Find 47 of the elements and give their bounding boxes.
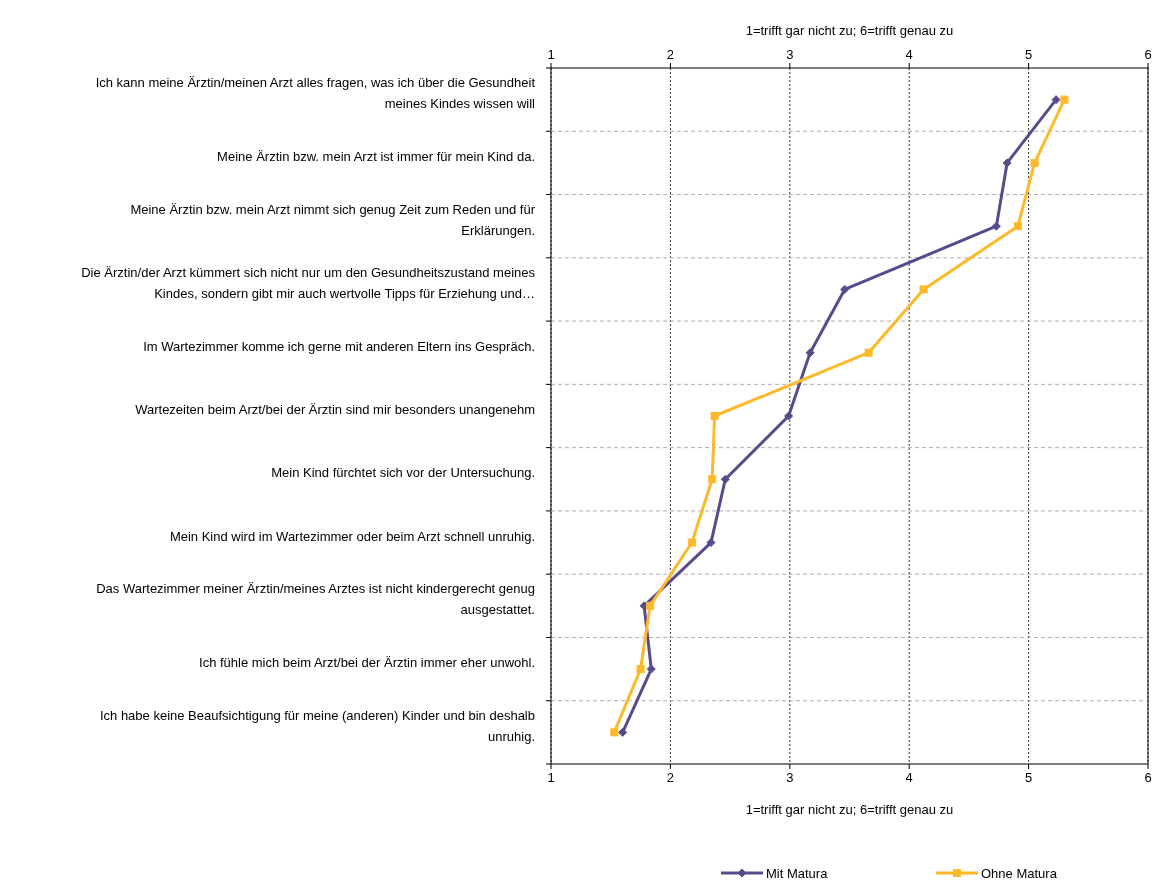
x2-tick-label: 2 bbox=[666, 770, 675, 785]
x2-tick-label: 6 bbox=[1144, 770, 1152, 785]
point bbox=[687, 538, 696, 547]
y-tick-label: Wartezeiten beim Arzt/bei der Ärztin sind mir besonders unangenehm bbox=[135, 402, 535, 417]
point bbox=[919, 285, 928, 294]
legend-label: Ohne Matura bbox=[981, 866, 1058, 881]
point bbox=[708, 475, 717, 484]
y-tick-label: Mein Kind wird im Wartezimmer oder beim Arzt schnell unruhig. bbox=[169, 528, 535, 544]
legend-label: Mit Matura bbox=[766, 866, 829, 881]
point bbox=[646, 664, 656, 674]
point bbox=[1051, 95, 1061, 105]
x-tick-label: 6 bbox=[1144, 47, 1152, 62]
point bbox=[706, 538, 716, 548]
point bbox=[1013, 222, 1022, 231]
point bbox=[646, 601, 655, 610]
x-axis-title: 1=trifft gar nicht zu; 6=trifft genau zu bbox=[745, 802, 954, 817]
y-tick-label: Ich kann meine Ärztin/meinen Arzt alles fragen, was ich über die Gesundheit meines Kindes wissen will bbox=[95, 75, 536, 112]
point bbox=[864, 348, 873, 357]
x-tick-label: 3 bbox=[786, 47, 794, 62]
point bbox=[840, 284, 850, 294]
y-tick-label: Meine Ärztin bzw. mein Arzt ist immer für mein Kind da. bbox=[217, 148, 535, 164]
x-tick-label: 1 bbox=[547, 47, 555, 62]
point bbox=[805, 348, 815, 358]
point bbox=[618, 727, 628, 737]
point bbox=[991, 221, 1001, 231]
x-tick-label: 2 bbox=[666, 47, 675, 62]
point bbox=[784, 411, 794, 421]
x2-tick-label: 5 bbox=[1024, 770, 1033, 785]
x2-axis-title: 1=trifft gar nicht zu; 6=trifft genau zu bbox=[745, 23, 954, 38]
point bbox=[1030, 158, 1039, 167]
point bbox=[1060, 95, 1069, 104]
y-tick-label: Ich habe keine Beaufsichtigung für meine (anderen) Kinder und bin deshalb unruhig. bbox=[99, 707, 535, 744]
y-tick-label: Die Ärztin/der Arzt kümmert sich nicht nur um den Gesundheitszustand meines Kindes, sondern gibt mir auch wertvolle Tipps für Erziehung und… bbox=[81, 264, 536, 301]
x-tick-label: 4 bbox=[905, 47, 913, 62]
point bbox=[610, 728, 619, 737]
y-tick-label: Meine Ärztin bzw. mein Arzt nimmt sich genug Zeit zum Reden und für Erklärungen. bbox=[130, 201, 536, 238]
x2-tick-label: 4 bbox=[905, 770, 913, 785]
y-tick-label: Mein Kind fürchtet sich vor der Untersuchung. bbox=[271, 465, 535, 481]
point bbox=[636, 665, 645, 674]
y-tick-label: Ich fühle mich beim Arzt/bei der Ärztin immer eher unwohl. bbox=[199, 655, 535, 671]
x2-tick-label: 3 bbox=[786, 770, 794, 785]
x2-tick-label: 1 bbox=[547, 770, 555, 785]
x-tick-label: 5 bbox=[1024, 47, 1033, 62]
point bbox=[710, 412, 719, 420]
y-tick-label: Im Wartezimmer komme ich gerne mit anderen Eltern ins Gespräch. bbox=[143, 338, 535, 354]
point bbox=[720, 474, 730, 484]
y-tick-label: Das Wartezimmer meiner Ärztin/meines Arztes ist nicht kindergerecht genug ausgestattet. bbox=[96, 581, 535, 618]
